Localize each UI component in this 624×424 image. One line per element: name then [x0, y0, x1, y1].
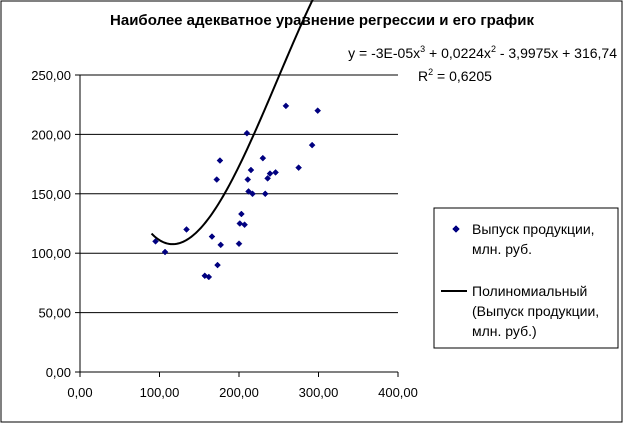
- data-point: [235, 240, 243, 248]
- data-point: [236, 220, 244, 227]
- x-tick-label: 0,00: [67, 385, 92, 400]
- r-squared-label: R2 = 0,6205: [418, 67, 492, 84]
- legend-marker-points: [452, 225, 460, 233]
- data-point: [216, 157, 224, 164]
- legend-box: [433, 207, 619, 349]
- trendline: [150, 0, 314, 246]
- data-point: [261, 190, 269, 198]
- legend-label-points: млн. руб.: [472, 241, 532, 257]
- gridlines: [80, 74, 398, 314]
- trend-equation: y = -3E-05x3 + 0,0224x2 - 3,9975x + 316,…: [348, 44, 617, 61]
- data-point: [308, 141, 316, 149]
- data-point: [314, 107, 322, 114]
- x-tick-label: 300,00: [299, 385, 339, 400]
- legend-label-trendline: (Выпуск продукции,: [472, 303, 599, 319]
- y-tick-label: 50,00: [38, 306, 71, 321]
- axes: 0,00 50,00 100,00 150,00 200,00 250,00 0,00 100…: [31, 68, 418, 400]
- legend-label-trendline: млн. руб.): [472, 323, 537, 339]
- data-points: [152, 102, 322, 281]
- y-tick-label: 150,00: [31, 187, 71, 202]
- data-point: [247, 166, 255, 174]
- y-tick-label: 200,00: [31, 127, 71, 142]
- data-point: [266, 170, 274, 177]
- y-tick-label: 0,00: [46, 365, 71, 380]
- data-point: [272, 169, 279, 176]
- data-point: [243, 129, 251, 137]
- data-point: [264, 175, 271, 182]
- chart-title: Наиболее адекватное уравнение регрессии …: [110, 12, 534, 29]
- data-point: [282, 102, 290, 110]
- legend-label-points: Выпуск продукции,: [472, 221, 595, 237]
- legend-label-trendline: Полиномиальный: [472, 283, 587, 299]
- y-tick-label: 250,00: [31, 68, 71, 83]
- data-point: [249, 190, 256, 198]
- data-point: [214, 261, 221, 269]
- data-point: [244, 176, 252, 183]
- legend: Выпуск продукции, млн. руб. Полиномиальный…: [433, 207, 619, 349]
- data-point: [152, 237, 159, 245]
- trendline-layer: [150, 0, 314, 246]
- x-tick-label: 200,00: [219, 385, 259, 400]
- x-tick-label: 100,00: [140, 385, 180, 400]
- data-point: [213, 176, 221, 183]
- data-point: [238, 210, 245, 218]
- data-point: [295, 164, 302, 172]
- data-point: [183, 226, 190, 233]
- y-tick-label: 100,00: [31, 246, 71, 261]
- data-point: [205, 273, 213, 281]
- data-point: [217, 241, 225, 249]
- data-point: [161, 248, 169, 256]
- data-point: [241, 221, 248, 229]
- x-tick-label: 400,00: [378, 385, 418, 400]
- data-point: [208, 233, 216, 240]
- data-point: [259, 154, 267, 162]
